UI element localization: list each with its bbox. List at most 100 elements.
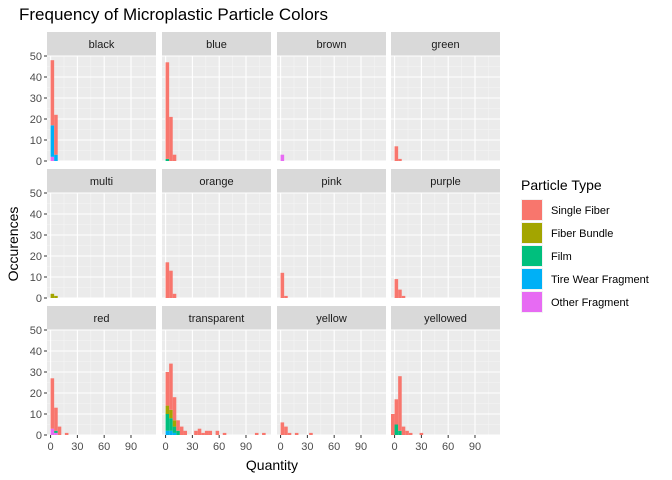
facet-label: multi	[90, 176, 113, 188]
x-tick-label: 30	[186, 441, 198, 453]
facet-panel: orange	[162, 169, 271, 299]
histogram-bar	[165, 414, 170, 431]
histogram-bar	[419, 432, 424, 435]
facet-label: red	[94, 313, 110, 325]
legend-item: Film	[521, 245, 572, 267]
y-tick-label: 40	[30, 209, 42, 221]
histogram-bar	[394, 424, 399, 435]
histogram-bar	[254, 432, 259, 435]
histogram-bar	[398, 430, 402, 435]
histogram-bar	[169, 418, 173, 431]
histogram-bar	[165, 158, 170, 161]
histogram-bar	[169, 363, 173, 410]
y-tick-label: 0	[36, 156, 42, 168]
histogram-bar	[208, 430, 213, 435]
facet-strip	[391, 169, 500, 193]
histogram-bar	[394, 146, 399, 161]
legend-item: Single Fiber	[521, 199, 610, 221]
histogram-bar	[391, 414, 395, 435]
legend-title: Particle Type	[521, 177, 602, 193]
x-tick-label: 0	[48, 441, 54, 453]
legend-item-label: Tire Wear Fragment	[551, 274, 649, 286]
facet-strip	[391, 32, 500, 56]
x-tick-label: 30	[71, 441, 83, 453]
facet-panel: multi 0 10 20 30 40 50	[30, 169, 156, 305]
histogram-bar	[284, 426, 288, 435]
facet-panel: black 0 10 20 30 40 50	[30, 32, 156, 168]
histogram-bar	[165, 405, 170, 414]
legend-item: Other Fragment	[521, 291, 629, 313]
facet-panel: red 0 10 20 30 40 50 0 30 60 90	[30, 306, 156, 453]
facet-strip	[277, 169, 386, 193]
y-tick-label: 10	[30, 135, 42, 147]
x-tick-label: 30	[301, 441, 313, 453]
histogram-bar	[183, 430, 188, 435]
y-tick-label: 40	[30, 72, 42, 84]
histogram-bar	[194, 430, 198, 435]
facet-label: green	[431, 39, 459, 51]
facet-strip	[47, 169, 156, 193]
facet-label: black	[89, 39, 115, 51]
histogram-bar	[215, 430, 220, 435]
y-tick-label: 10	[30, 409, 42, 421]
histogram-bar	[54, 432, 58, 435]
y-tick-label: 20	[30, 251, 42, 263]
histogram-bar	[222, 432, 227, 435]
histogram-bar	[394, 399, 399, 425]
histogram-bar	[50, 60, 55, 126]
histogram-bar	[57, 426, 62, 435]
histogram-bar	[169, 409, 173, 419]
histogram-bar	[50, 428, 55, 435]
x-tick-label: 60	[328, 441, 340, 453]
x-tick-label: 90	[355, 441, 367, 453]
y-tick-label: 30	[30, 93, 42, 105]
legend-swatch	[522, 246, 542, 266]
histogram-bar	[204, 430, 209, 435]
y-tick-label: 30	[30, 230, 42, 242]
histogram-bar	[50, 125, 55, 157]
facet-strip	[47, 306, 156, 330]
x-tick-label: 30	[415, 441, 427, 453]
histogram-bar	[408, 432, 413, 435]
facet-label: pink	[321, 176, 342, 188]
facet-label: transparent	[189, 313, 245, 325]
legend-item: Tire Wear Fragment	[521, 268, 649, 290]
histogram-bar	[284, 295, 288, 298]
y-tick-label: 0	[36, 430, 42, 442]
histogram-bar	[197, 428, 202, 435]
histogram-bar	[54, 430, 58, 433]
histogram-bar	[54, 407, 58, 431]
x-tick-label: 90	[469, 441, 481, 453]
facet-panel: yellow 0 30 60 90	[277, 306, 386, 453]
histogram-bar	[172, 293, 177, 298]
histogram-bar	[176, 430, 180, 435]
legend-swatch	[522, 292, 542, 312]
facet-label: blue	[206, 39, 227, 51]
facet-strip	[391, 306, 500, 330]
histogram-bar	[287, 432, 292, 435]
histogram-bar	[294, 432, 299, 435]
facet-panel: brown	[277, 32, 386, 162]
histogram-bar	[54, 295, 58, 298]
x-axis-label: Quantity	[246, 457, 298, 473]
facet-label: brown	[317, 39, 347, 51]
histogram-bar	[64, 432, 69, 435]
facet-strip	[47, 32, 156, 56]
x-tick-label: 60	[442, 441, 454, 453]
y-tick-label: 10	[30, 272, 42, 284]
histogram-bar	[172, 420, 177, 427]
y-tick-label: 40	[30, 346, 42, 358]
histogram-bar	[398, 376, 402, 431]
y-tick-label: 20	[30, 388, 42, 400]
x-tick-label: 0	[163, 441, 169, 453]
histogram-bar	[169, 116, 173, 161]
facet-strip	[162, 32, 271, 56]
histogram-bar	[165, 62, 170, 159]
facet-panels: black 0 10 20 30 40 50 blue brown green multi 0 10 20…	[30, 32, 500, 453]
facet-label: purple	[430, 176, 461, 188]
facet-panel: green	[391, 32, 500, 162]
facet-strip	[277, 32, 386, 56]
histogram-bar	[262, 432, 266, 435]
legend: Particle Type Single Fiber Fiber Bundle Fi…	[521, 177, 649, 313]
